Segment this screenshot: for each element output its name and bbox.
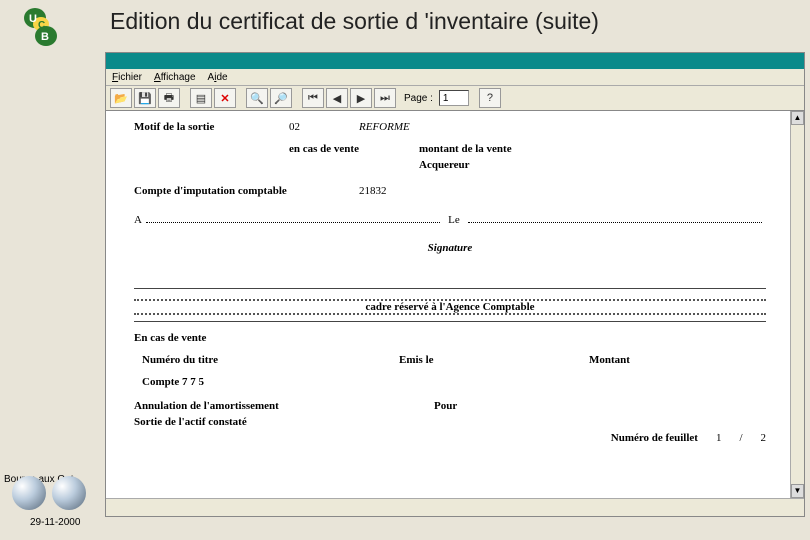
menu-bar: Fichier Affichage Aide [106, 69, 804, 86]
toolbar: 📂 💾 🖶 ▤ ✕ 🔍 🔎 ⏮ ◀ ▶ ⏭ Page : ? [106, 86, 804, 111]
window-title-bar [106, 53, 804, 69]
last-page-icon[interactable]: ⏭ [374, 88, 396, 108]
page-input[interactable] [439, 90, 469, 106]
divider-2 [134, 321, 766, 322]
next-page-icon[interactable]: ▶ [350, 88, 372, 108]
layout-icon[interactable]: ▤ [190, 88, 212, 108]
footer-logo-2 [52, 476, 86, 510]
prev-page-icon[interactable]: ◀ [326, 88, 348, 108]
feuillet-total: 2 [761, 432, 767, 444]
footer-logo-1 [12, 476, 46, 510]
le-field [468, 213, 762, 223]
signature-label: Signature [428, 242, 473, 254]
save-icon[interactable]: 💾 [134, 88, 156, 108]
footer-logos [12, 476, 86, 510]
emis-label: Emis le [399, 354, 589, 366]
a-field [146, 213, 440, 223]
scroll-up-icon[interactable]: ▲ [791, 111, 804, 125]
annulation-label: Annulation de l'amortissement [134, 400, 434, 412]
a-label: A [134, 214, 142, 226]
motif-value: REFORME [359, 121, 410, 133]
scroll-down-icon[interactable]: ▼ [791, 484, 804, 498]
compte-imput-label: Compte d'imputation comptable [134, 185, 359, 197]
motif-label: Motif de la sortie [134, 121, 289, 133]
document-area: Motif de la sortie 02 REFORME en cas de … [106, 111, 804, 498]
report-viewer-window: Fichier Affichage Aide 📂 💾 🖶 ▤ ✕ 🔍 🔎 ⏮ ◀… [105, 52, 805, 517]
svg-text:U: U [29, 13, 37, 25]
feuillet-sep: / [739, 432, 742, 444]
document-page: Motif de la sortie 02 REFORME en cas de … [116, 111, 784, 498]
menu-view[interactable]: Affichage [154, 72, 196, 83]
montant-label: Montant [589, 354, 630, 366]
compte-imput-value: 21832 [359, 185, 387, 197]
svg-text:B: B [41, 31, 49, 43]
sortie-actif-label: Sortie de l'actif constaté [134, 416, 247, 428]
divider-1 [134, 288, 766, 289]
pour-label: Pour [434, 400, 457, 412]
en-cas-vente-label: En cas de vente [134, 332, 206, 344]
zoom-in-icon[interactable]: 🔍 [246, 88, 268, 108]
close-icon[interactable]: ✕ [214, 88, 236, 108]
page-label: Page : [404, 93, 433, 104]
menu-help[interactable]: Aide [208, 72, 228, 83]
footer-date: 29-11-2000 [30, 517, 80, 528]
montant-vente-label: montant de la vente [419, 143, 512, 155]
vente-label: en cas de vente [289, 143, 419, 155]
first-page-icon[interactable]: ⏮ [302, 88, 324, 108]
feuillet-label: Numéro de feuillet [611, 432, 698, 444]
le-label: Le [448, 214, 460, 226]
print-icon[interactable]: 🖶 [158, 88, 180, 108]
cadre-reserve-band: cadre réservé à l'Agence Comptable [134, 299, 766, 315]
vertical-scrollbar[interactable]: ▲ ▼ [790, 111, 804, 498]
help-icon[interactable]: ? [479, 88, 501, 108]
svg-text:C: C [38, 20, 45, 31]
feuillet-current: 1 [716, 432, 722, 444]
compte-775-label: Compte 7 7 5 [134, 376, 204, 388]
zoom-out-icon[interactable]: 🔎 [270, 88, 292, 108]
motif-code: 02 [289, 121, 359, 133]
status-bar [106, 498, 804, 516]
num-titre-label: Numéro du titre [134, 354, 399, 366]
slide-title: Edition du certificat de sortie d 'inven… [110, 8, 599, 35]
open-icon[interactable]: 📂 [110, 88, 132, 108]
slide-logo: U C B [15, 6, 65, 51]
acquereur-label: Acquereur [419, 159, 470, 171]
menu-file[interactable]: Fichier [112, 72, 142, 83]
